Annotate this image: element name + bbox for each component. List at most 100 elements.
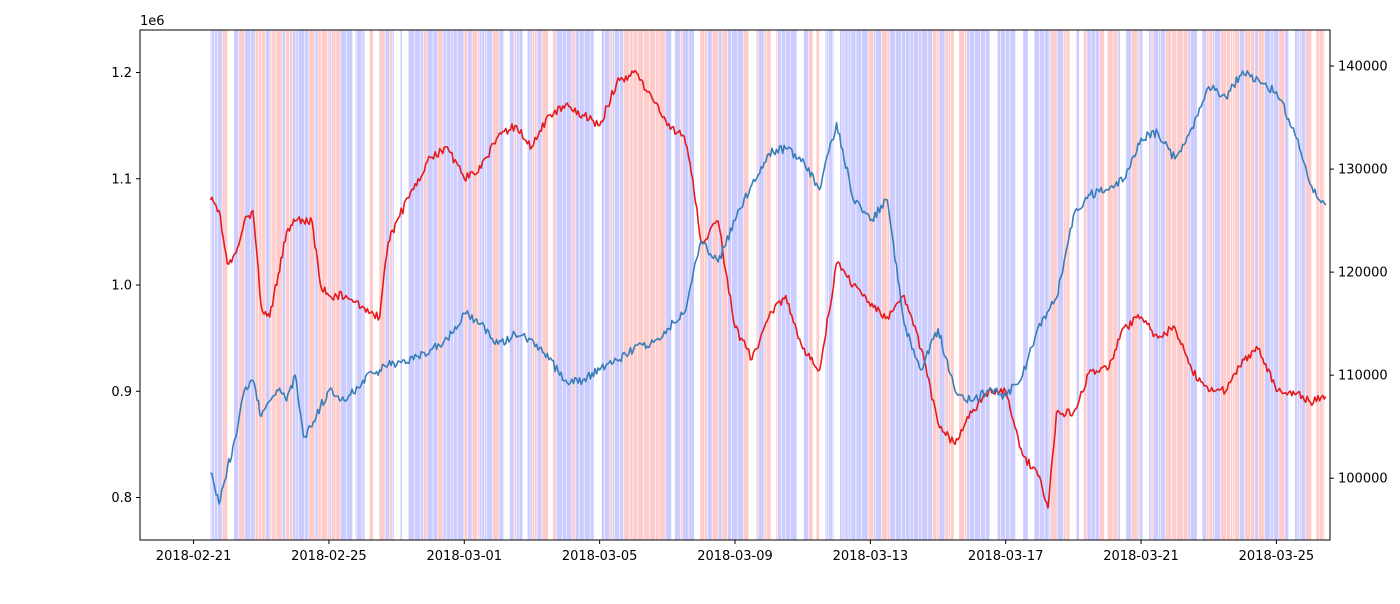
background-band-blue-231 xyxy=(1213,30,1215,540)
background-band-blue-163 xyxy=(910,30,914,540)
x-tick-label-0: 2018-02-21 xyxy=(156,549,232,564)
background-band-pink-19 xyxy=(289,30,293,540)
background-band-pink-43 xyxy=(389,30,392,540)
background-band-blue-95 xyxy=(604,30,610,540)
background-band-blue-214 xyxy=(1140,30,1143,540)
y-left-tick-label-0: 0.8 xyxy=(111,491,132,506)
series-layer xyxy=(209,69,1327,509)
background-band-blue-179 xyxy=(974,30,981,540)
background-band-blue-117 xyxy=(707,30,712,540)
background-band-blue-110 xyxy=(674,30,680,540)
x-tick-label-7: 2018-03-21 xyxy=(1103,549,1179,564)
background-band-pink-222 xyxy=(1171,30,1177,540)
background-band-pink-68 xyxy=(492,30,499,540)
background-band-pink-176 xyxy=(964,30,967,540)
background-band-blue-184 xyxy=(1000,30,1006,540)
background-band-pink-96 xyxy=(610,30,613,540)
background-band-pink-30 xyxy=(331,30,336,540)
background-band-blue-132 xyxy=(778,30,782,540)
background-band-pink-154 xyxy=(868,30,873,540)
background-band-blue-149 xyxy=(845,30,848,540)
background-band-blue-123 xyxy=(737,30,744,540)
background-band-pink-223 xyxy=(1176,30,1183,540)
background-band-blue-202 xyxy=(1087,30,1091,540)
background-band-blue-72 xyxy=(509,30,514,540)
x-tick-label-4: 2018-03-09 xyxy=(697,549,773,564)
background-band-blue-94 xyxy=(601,30,605,540)
background-band-blue-178 xyxy=(969,30,975,540)
background-band-blue-17 xyxy=(282,30,286,540)
background-band-pink-106 xyxy=(655,30,659,540)
background-band-blue-162 xyxy=(905,30,910,540)
background-band-blue-32 xyxy=(340,30,347,540)
background-band-blue-142 xyxy=(825,30,827,540)
background-band-blue-29 xyxy=(329,30,331,540)
background-band-blue-193 xyxy=(1049,30,1051,540)
background-band-blue-65 xyxy=(482,30,485,540)
background-band-blue-67 xyxy=(486,30,493,540)
background-band-blue-249 xyxy=(1294,30,1298,540)
background-band-pink-115 xyxy=(700,30,705,540)
background-band-pink-120 xyxy=(722,30,728,540)
background-band-blue-52 xyxy=(427,30,433,540)
y-right-tick-label-4: 140000 xyxy=(1338,60,1388,75)
background-band-blue-135 xyxy=(790,30,797,540)
background-band-blue-23 xyxy=(304,30,309,540)
background-band-blue-190 xyxy=(1034,30,1039,540)
background-band-blue-204 xyxy=(1096,30,1100,540)
background-band-pink-172 xyxy=(948,30,951,540)
background-band-pink-39 xyxy=(369,30,373,540)
background-band-blue-121 xyxy=(727,30,732,540)
background-band-blue-61 xyxy=(468,30,472,540)
y-right-tick-label-3: 130000 xyxy=(1338,163,1388,178)
background-band-blue-108 xyxy=(665,30,672,540)
background-band-blue-148 xyxy=(842,30,845,540)
background-band-pink-169 xyxy=(937,30,939,540)
background-band-pink-234 xyxy=(1226,30,1231,540)
background-band-blue-155 xyxy=(873,30,876,540)
background-band-pink-116 xyxy=(704,30,708,540)
background-band-pink-104 xyxy=(643,30,649,540)
background-band-blue-36 xyxy=(357,30,362,540)
x-tick-label-3: 2018-03-05 xyxy=(562,549,638,564)
background-band-pink-111 xyxy=(680,30,683,540)
background-band-blue-170 xyxy=(939,30,945,540)
background-band-blue-166 xyxy=(921,30,928,540)
x-tick-label-5: 2018-03-13 xyxy=(833,549,909,564)
background-band-blue-112 xyxy=(682,30,689,540)
background-band-blue-192 xyxy=(1044,30,1049,540)
background-band-blue-181 xyxy=(985,30,990,540)
background-band-blue-143 xyxy=(827,30,829,540)
x-tick-label-8: 2018-03-25 xyxy=(1239,549,1315,564)
background-band-pink-26 xyxy=(318,30,321,540)
background-band-blue-188 xyxy=(1023,30,1028,540)
background-band-pink-124 xyxy=(743,30,749,540)
background-bands xyxy=(210,30,1325,540)
background-band-pink-237 xyxy=(1234,30,1240,540)
background-band-blue-20 xyxy=(292,30,296,540)
background-band-blue-216 xyxy=(1149,30,1151,540)
background-band-blue-2 xyxy=(214,30,218,540)
background-band-blue-87 xyxy=(566,30,572,540)
background-band-blue-21 xyxy=(296,30,299,540)
series-line-right xyxy=(210,70,1327,505)
background-band-pink-63 xyxy=(477,30,479,540)
background-band-pink-240 xyxy=(1250,30,1255,540)
background-band-blue-25 xyxy=(315,30,318,540)
background-band-blue-46 xyxy=(400,30,403,540)
background-band-blue-152 xyxy=(856,30,862,540)
background-band-pink-84 xyxy=(552,30,556,540)
background-band-blue-66 xyxy=(484,30,487,540)
x-tick-label-1: 2018-02-25 xyxy=(291,549,367,564)
background-band-blue-86 xyxy=(562,30,566,540)
background-band-pink-82 xyxy=(542,30,549,540)
background-band-pink-256 xyxy=(1319,30,1323,540)
background-band-pink-158 xyxy=(887,30,890,540)
background-band-blue-49 xyxy=(414,30,421,540)
background-band-pink-212 xyxy=(1131,30,1138,540)
background-band-pink-7 xyxy=(239,30,245,540)
background-band-pink-205 xyxy=(1099,30,1105,540)
background-band-blue-203 xyxy=(1091,30,1096,540)
background-band-blue-195 xyxy=(1057,30,1064,540)
background-band-blue-251 xyxy=(1299,30,1301,540)
